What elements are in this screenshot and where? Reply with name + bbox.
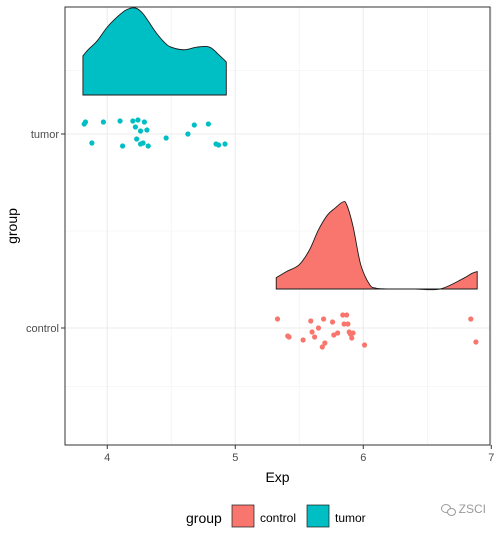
data-point-control <box>300 337 306 343</box>
data-point-tumor <box>191 122 197 128</box>
x-tick-label: 7 <box>488 452 494 464</box>
data-point-control <box>319 344 325 350</box>
data-point-control <box>331 332 337 338</box>
x-tick-label: 6 <box>360 452 366 464</box>
data-point-control <box>308 318 314 324</box>
y-axis-title: group <box>4 208 20 244</box>
data-point-tumor <box>120 143 126 149</box>
x-tick-label: 5 <box>232 452 238 464</box>
data-point-control <box>335 330 341 336</box>
data-point-control <box>344 312 350 318</box>
data-point-control <box>340 312 346 318</box>
watermark: ZSCI <box>440 502 486 516</box>
data-point-tumor <box>134 136 140 142</box>
data-point-control <box>286 334 292 340</box>
data-point-tumor <box>89 140 95 146</box>
y-axis-ticks: control tumor <box>26 129 65 335</box>
y-tick-label: tumor <box>31 129 59 141</box>
data-point-tumor <box>216 142 222 148</box>
legend: group control tumor <box>186 504 366 528</box>
data-point-control <box>473 339 479 345</box>
x-axis-ticks: 4 5 6 7 <box>104 445 494 464</box>
x-axis-title: Exp <box>265 469 289 485</box>
data-point-control <box>320 316 327 322</box>
data-point-tumor <box>100 119 107 125</box>
data-point-tumor <box>222 141 228 147</box>
data-point-control <box>312 334 318 340</box>
data-point-control <box>341 321 347 327</box>
panel-border <box>64 6 491 446</box>
data-point-control <box>309 329 315 335</box>
data-point-tumor <box>163 135 169 141</box>
data-point-control <box>350 330 356 336</box>
data-point-tumor <box>117 118 123 124</box>
rain-points <box>81 117 479 350</box>
data-point-control <box>315 325 322 331</box>
data-point-control <box>361 342 368 348</box>
data-point-control <box>468 316 474 322</box>
density-clouds <box>82 7 478 291</box>
legend-label-tumor: tumor <box>335 511 366 525</box>
data-point-tumor <box>82 119 89 125</box>
data-point-tumor <box>135 117 141 123</box>
data-point-tumor <box>137 128 144 134</box>
data-point-tumor <box>145 143 151 149</box>
legend-key-tumor <box>306 504 330 528</box>
wechat-icon <box>440 503 456 516</box>
data-point-tumor <box>132 124 139 130</box>
data-point-tumor <box>130 118 136 124</box>
data-point-tumor <box>144 127 150 133</box>
data-point-control <box>329 319 336 325</box>
data-point-tumor <box>141 119 147 125</box>
legend-title: group <box>186 510 222 526</box>
data-point-control <box>349 335 355 341</box>
legend-key-control <box>231 504 255 528</box>
density-cloud-control <box>275 201 478 291</box>
data-point-control <box>345 321 351 327</box>
x-tick-label: 4 <box>104 452 110 464</box>
data-point-control <box>322 340 328 346</box>
density-cloud-tumor <box>82 7 227 96</box>
data-point-control <box>274 316 281 322</box>
watermark-logo: ZSCI <box>458 502 486 516</box>
data-point-tumor <box>185 131 191 137</box>
data-point-tumor <box>205 121 211 127</box>
legend-label-control: control <box>260 511 296 525</box>
data-point-tumor <box>140 140 146 146</box>
y-tick-label: control <box>26 323 59 335</box>
